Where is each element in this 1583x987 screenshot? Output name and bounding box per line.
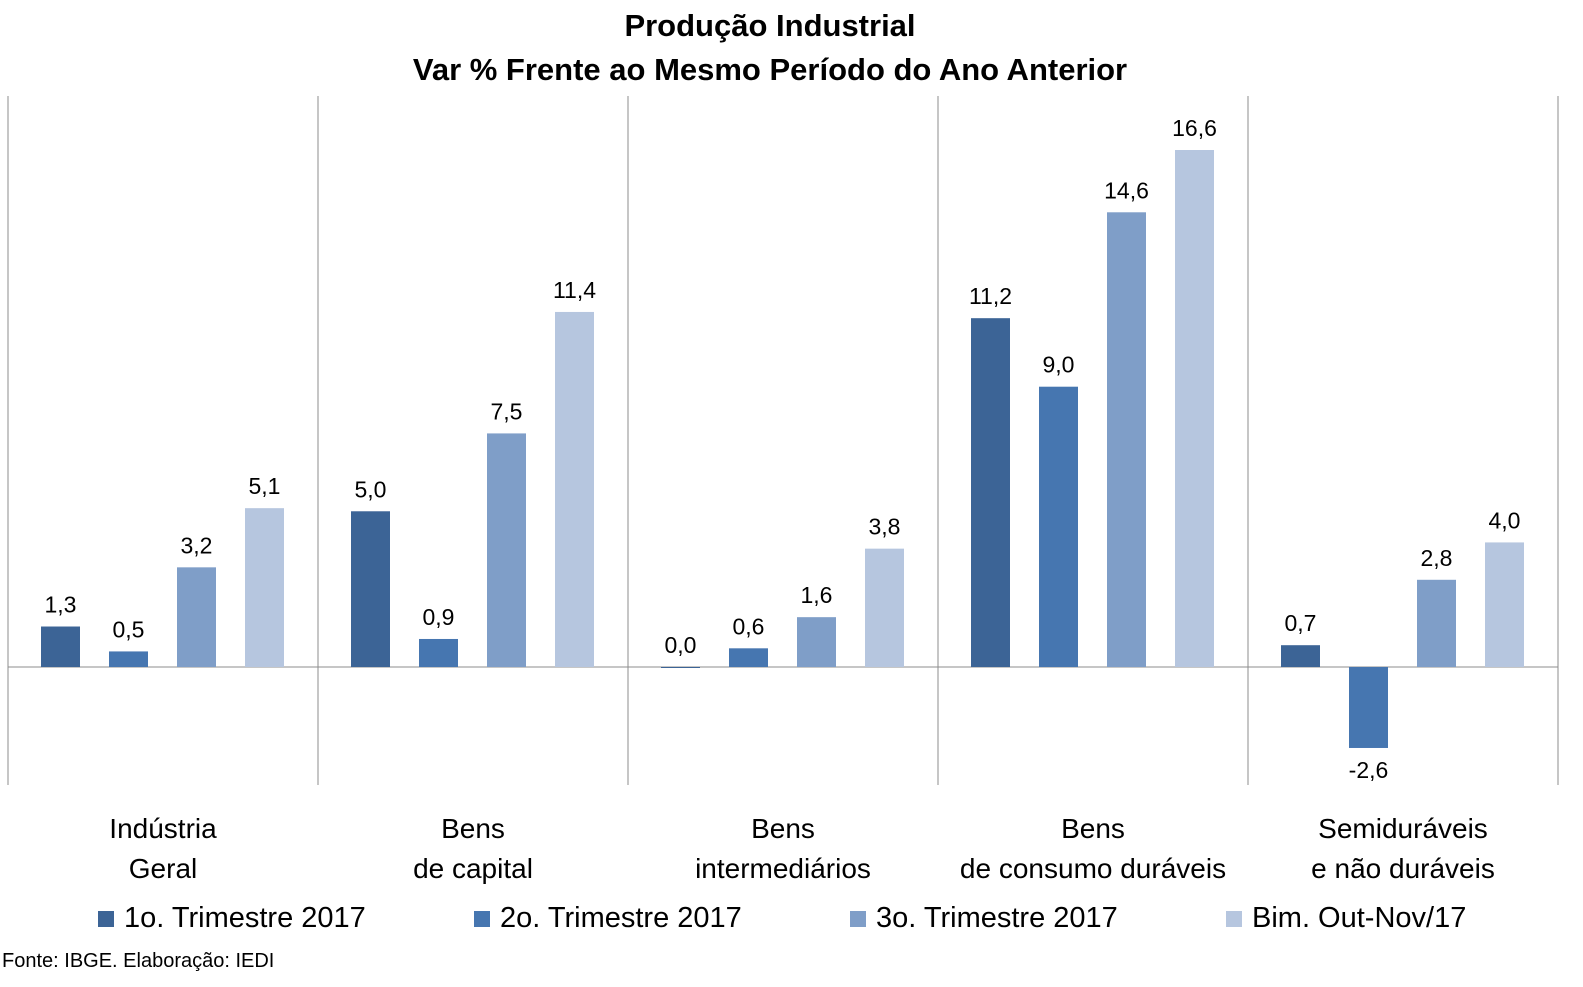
legend-label: Bim. Out-Nov/17 xyxy=(1252,902,1467,934)
data-label: 1,3 xyxy=(45,592,77,618)
data-label: 4,0 xyxy=(1489,507,1521,533)
bar xyxy=(1417,579,1456,667)
legend-label: 2o. Trimestre 2017 xyxy=(500,902,742,934)
category-label: de capital xyxy=(413,853,533,884)
data-label: 9,0 xyxy=(1043,352,1075,378)
bar xyxy=(555,311,594,667)
chart-subtitle: Var % Frente ao Mesmo Período do Ano Ant… xyxy=(412,52,1128,87)
bar xyxy=(1349,667,1388,748)
bar xyxy=(245,508,284,667)
category-label: Geral xyxy=(129,853,197,884)
data-label: 5,0 xyxy=(355,476,387,502)
category-label: e não duráveis xyxy=(1311,853,1495,884)
legend-swatch xyxy=(850,910,866,927)
data-label: 11,2 xyxy=(969,283,1012,309)
data-label: 0,6 xyxy=(733,613,765,639)
bar xyxy=(971,318,1010,667)
legend-swatch xyxy=(98,910,114,927)
legend-item: 3o. Trimestre 2017 xyxy=(850,902,1118,935)
data-label: 5,1 xyxy=(249,473,281,499)
bar xyxy=(661,667,700,668)
legend-swatch xyxy=(474,910,490,927)
bar xyxy=(351,511,390,667)
legend-label: 3o. Trimestre 2017 xyxy=(876,902,1118,934)
data-label: 14,6 xyxy=(1104,177,1149,203)
bar xyxy=(109,651,148,667)
legend-swatch xyxy=(1226,910,1242,927)
data-label: 0,7 xyxy=(1285,610,1317,636)
category-label: intermediários xyxy=(695,853,871,884)
data-label: 2,8 xyxy=(1421,545,1453,571)
bar xyxy=(487,433,526,667)
category-label: Semiduráveis xyxy=(1318,813,1488,844)
legend-item: 1o. Trimestre 2017 xyxy=(98,902,366,935)
bar xyxy=(1281,645,1320,667)
bar xyxy=(1107,212,1146,667)
legend-item: Bim. Out-Nov/17 xyxy=(1226,902,1466,935)
legend: 1o. Trimestre 2017 2o. Trimestre 2017 3o. … xyxy=(0,902,1583,942)
source-note: Fonte: IBGE. Elaboração: IEDI xyxy=(2,950,275,972)
bar xyxy=(797,617,836,667)
bar xyxy=(177,567,216,667)
bar xyxy=(1175,150,1214,667)
legend-item: 2o. Trimestre 2017 xyxy=(474,902,742,935)
data-label: 0,9 xyxy=(423,604,455,630)
category-label: Indústria xyxy=(109,813,217,844)
data-label: 16,6 xyxy=(1172,115,1217,141)
chart-title: Produção Industrial xyxy=(624,8,916,43)
legend-label: 1o. Trimestre 2017 xyxy=(124,902,366,934)
data-label: -2,6 xyxy=(1349,757,1389,783)
data-label: 11,4 xyxy=(553,277,596,303)
bar xyxy=(41,626,80,667)
data-label: 3,8 xyxy=(869,514,901,540)
bar-chart: 1,3 5,0 0,0 11,2 0,7 0,5 0,9 0,6 9,0 -2,6 3,2 7,5 1,… xyxy=(7,96,1559,884)
bar xyxy=(1039,386,1078,667)
category-label: Bens xyxy=(1061,813,1125,844)
data-label: 1,6 xyxy=(801,582,833,608)
bar xyxy=(1485,542,1524,667)
bar xyxy=(729,648,768,667)
data-label: 0,0 xyxy=(665,632,697,658)
data-label: 7,5 xyxy=(491,398,523,424)
category-label: de consumo duráveis xyxy=(960,853,1226,884)
category-label: Bens xyxy=(751,813,815,844)
category-label: Bens xyxy=(441,813,505,844)
bar xyxy=(419,638,458,667)
data-label: 0,5 xyxy=(113,616,145,642)
bar xyxy=(865,548,904,667)
data-label: 3,2 xyxy=(181,532,213,558)
